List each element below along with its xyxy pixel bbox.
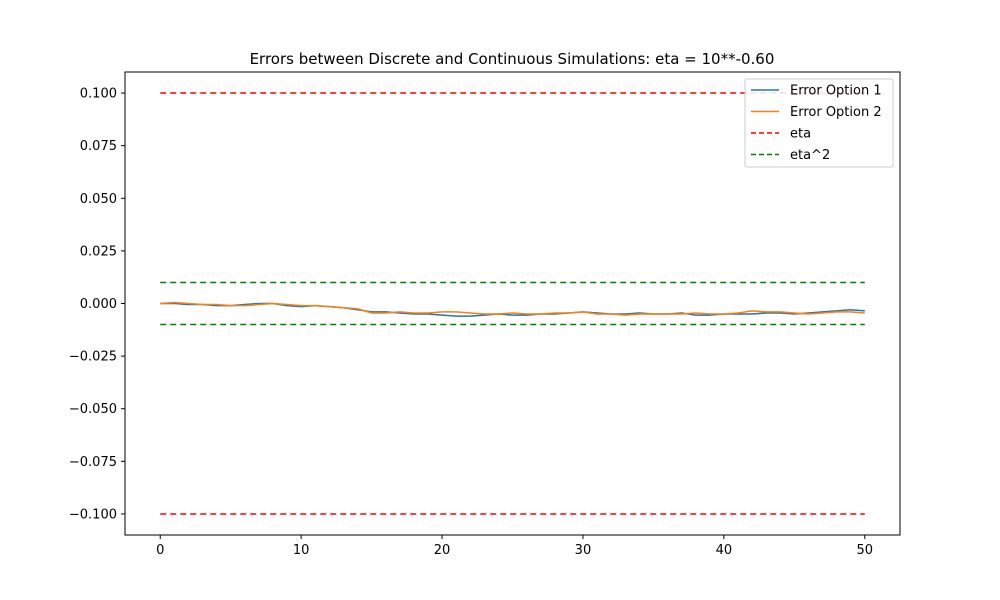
legend-label: eta [790,127,811,142]
x-tick-label: 10 [293,543,310,558]
y-tick-label: 0.000 [80,297,117,312]
plot-area [160,92,865,515]
x-tick-label: 50 [856,543,873,558]
y-tick-label: −0.075 [69,455,117,470]
y-tick-label: 0.025 [80,244,117,259]
x-tick-label: 0 [156,543,164,558]
legend-label: Error Option 1 [790,84,882,99]
series-line-2 [160,301,865,316]
y-tick-label: −0.100 [69,507,117,522]
y-axis: 0.100 0.075 0.050 0.025 0.000 −0.025 −0.050 −0.… [69,87,125,522]
y-tick-label: 0.100 [80,87,117,102]
y-tick-label: −0.050 [69,402,117,417]
x-tick-label: 20 [434,543,451,558]
legend: Error Option 1 Error Option 2 eta eta^2 [744,78,894,168]
y-tick-label: 0.075 [80,139,117,154]
y-tick-label: 0.050 [80,192,117,207]
y-tick-label: −0.025 [69,350,117,365]
legend-box [744,78,894,168]
x-axis: 0 10 20 30 40 50 [156,535,873,558]
legend-label: Error Option 2 [790,105,882,120]
chart-title: Errors between Discrete and Continuous S… [250,50,775,68]
legend-label: eta^2 [790,148,830,163]
x-tick-label: 40 [716,543,733,558]
x-tick-label: 30 [575,543,592,558]
